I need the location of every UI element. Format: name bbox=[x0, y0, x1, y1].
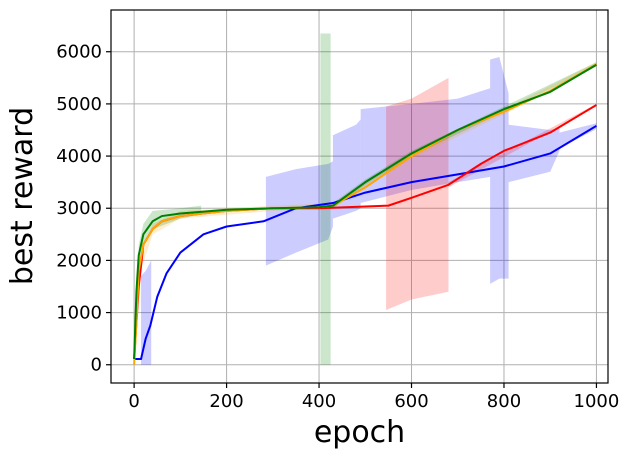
series-0-band bbox=[141, 260, 152, 365]
x-tick-label: 800 bbox=[487, 391, 521, 412]
y-tick-label: 5000 bbox=[56, 94, 102, 115]
x-tick-label: 1000 bbox=[574, 391, 620, 412]
y-tick-label: 4000 bbox=[56, 146, 102, 167]
x-tick-label: 0 bbox=[128, 391, 139, 412]
plot-frame bbox=[110, 9, 609, 384]
series-0-band bbox=[490, 56, 509, 284]
series-3-band bbox=[332, 62, 597, 209]
series-0-band bbox=[508, 124, 560, 183]
axis-ticks: 0 200 400 600 800 1000 0 1000 2000 3000 4000 5000 60… bbox=[56, 42, 619, 412]
series-lines bbox=[133, 63, 597, 365]
series-0-band bbox=[265, 161, 333, 266]
x-tick-label: 600 bbox=[394, 391, 428, 412]
y-tick-label: 1000 bbox=[56, 303, 102, 324]
confidence-bands bbox=[134, 33, 597, 365]
y-tick-label: 2000 bbox=[56, 250, 102, 271]
series-3-band bbox=[320, 33, 331, 365]
y-tick-label: 0 bbox=[91, 355, 102, 376]
y-tick-label: 3000 bbox=[56, 198, 102, 219]
y-axis-label: best reward bbox=[5, 107, 40, 285]
x-axis-label: epoch bbox=[314, 415, 405, 450]
y-tick-label: 6000 bbox=[56, 42, 102, 63]
series-2-band bbox=[134, 62, 597, 365]
series-1-band bbox=[448, 103, 597, 188]
x-tick-label: 200 bbox=[209, 391, 243, 412]
x-tick-label: 400 bbox=[302, 391, 336, 412]
series-1-band bbox=[386, 77, 449, 310]
series-3-line bbox=[133, 63, 597, 360]
grid bbox=[111, 10, 608, 383]
